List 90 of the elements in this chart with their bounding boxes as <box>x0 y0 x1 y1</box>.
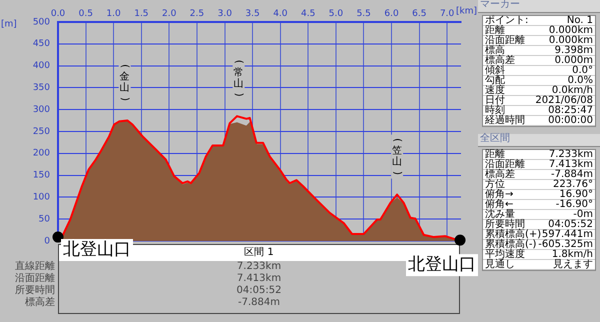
y-tick-label: 450 <box>32 39 50 50</box>
x-tick-label: 4.5 <box>300 8 316 19</box>
text: -0m <box>573 209 593 220</box>
x-tick-label: 4.0 <box>273 8 288 19</box>
text: 標高差 <box>24 297 55 308</box>
text: 沿面距離 <box>485 159 525 170</box>
x-tick-label: 1.0 <box>106 8 122 19</box>
text: 累積標高(-) <box>485 239 536 250</box>
y-tick-label: 100 <box>32 192 50 203</box>
text: -7.884m <box>551 169 593 180</box>
y-tick-label: 250 <box>32 126 50 137</box>
x-tick-label: 2.5 <box>190 8 204 19</box>
text: 速度 <box>485 85 505 96</box>
text: 7.413km <box>548 159 593 170</box>
text: 累積標高(+) <box>485 229 542 240</box>
text: 7.233km <box>236 261 282 272</box>
text: 傾斜 <box>485 65 505 76</box>
annotation: 北登山口 <box>63 239 131 260</box>
annotation: (常山) <box>233 60 244 97</box>
text: 16.90° <box>559 189 593 200</box>
x-tick-label: 0.0 <box>50 8 66 19</box>
text: 距離 <box>485 25 505 36</box>
text: -7.884m <box>237 297 281 308</box>
y-tick-label: 350 <box>32 83 50 94</box>
text: 9.398m <box>554 45 593 56</box>
text: 全区間 <box>478 133 600 147</box>
text: 所要時間 <box>14 285 55 296</box>
text: 見えます <box>553 259 593 270</box>
text: 08:25:47 <box>548 105 593 116</box>
x-tick-label: 6.0 <box>384 8 399 19</box>
text: 距離 <box>485 149 505 160</box>
text: 俯角→ <box>485 189 514 200</box>
y-tick-label: 200 <box>32 148 50 159</box>
x-tick-label: 3.0 <box>218 8 232 19</box>
text: 0.0° <box>572 65 593 76</box>
annotation: 北登山口 <box>408 254 476 275</box>
text: 方位 <box>485 179 505 190</box>
text: 1.8km/h <box>552 249 593 260</box>
text: 標高差 <box>485 169 515 180</box>
text: 沈み量 <box>485 209 515 220</box>
text: 沿面距離 <box>485 35 525 46</box>
text: 0.0% <box>568 75 593 86</box>
x-axis-title: [km] <box>456 6 477 16</box>
text: 見通し <box>485 259 515 270</box>
text: 時刻 <box>485 105 505 116</box>
annotation: (金山) <box>119 64 130 102</box>
text: 2021/06/08 <box>535 95 593 106</box>
text: 標高差 <box>485 55 515 66</box>
text: 04:05:52 <box>236 285 282 296</box>
x-tick-label: 1.5 <box>134 8 149 19</box>
text: 勾配 <box>485 75 505 86</box>
x-tick-label: 5.0 <box>328 8 344 19</box>
x-tick-label: 7.0 <box>440 8 455 19</box>
text: 223.76° <box>553 179 593 190</box>
text: No. 1 <box>566 15 593 26</box>
text: 俯角← <box>485 199 514 210</box>
y-tick-label: 500 <box>32 17 50 28</box>
text: 0.000km <box>548 25 593 36</box>
text: 0.000km <box>548 35 593 46</box>
y-tick-label: 0 <box>44 236 50 246</box>
text: 00:00:00 <box>548 115 593 126</box>
y-tick-label: 400 <box>32 61 50 72</box>
annotation: (笠山) <box>391 138 402 176</box>
text: 597.441m <box>542 229 593 240</box>
text: 経過時間 <box>485 115 525 126</box>
x-tick-label: 2.0 <box>162 8 177 19</box>
x-tick-label: 5.5 <box>356 8 371 19</box>
x-tick-label: 3.5 <box>245 8 260 19</box>
x-tick-label: 6.5 <box>412 8 426 19</box>
y-tick-label: 50 <box>38 214 50 224</box>
text: 沿面距離 <box>14 273 55 284</box>
text: 0.000m <box>554 55 593 66</box>
text: 直線距離 <box>14 261 55 272</box>
y-axis-title: [m] <box>1 19 17 30</box>
text: 区間 1 <box>244 247 274 258</box>
y-tick-label: 300 <box>32 104 50 115</box>
text: 0.0km/h <box>552 85 593 96</box>
text: 7.233km <box>548 149 593 160</box>
text: 標高 <box>485 45 505 56</box>
x-tick-label: 0.5 <box>78 8 93 19</box>
text: 平均速度 <box>485 249 525 260</box>
text: マーカー <box>478 0 600 13</box>
text: 7.413km <box>236 273 282 284</box>
text: ポイント: <box>485 15 528 26</box>
text: 所要時間 <box>485 219 525 230</box>
text: -605.325m <box>538 239 593 250</box>
text: 日付 <box>485 95 505 106</box>
y-tick-label: 150 <box>32 170 50 181</box>
text: 04:05:52 <box>548 219 593 230</box>
text: -16.90° <box>556 199 593 210</box>
